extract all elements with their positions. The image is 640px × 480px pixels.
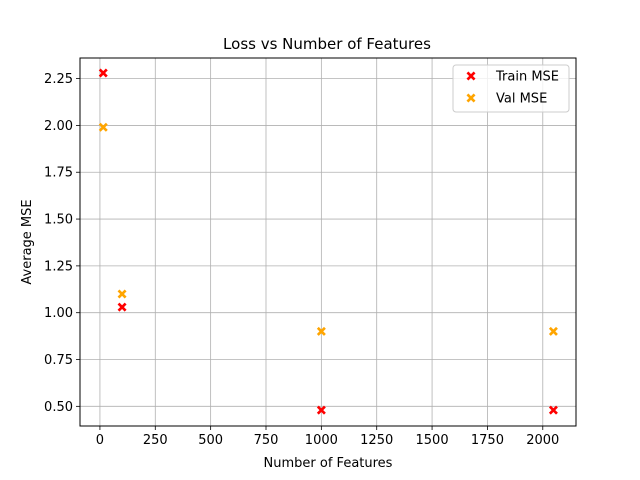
series-val-mse: [98, 122, 558, 336]
data-point: [316, 326, 326, 336]
data-point: [98, 68, 108, 78]
series-train-mse: [98, 68, 558, 415]
data-points: [98, 68, 558, 415]
legend: Train MSE Val MSE: [452, 64, 570, 113]
x-tick-label: 0: [96, 433, 104, 448]
y-axis-ticks: 0.50 0.75 1.00 1.25 1.50 1.75 2.00 2.25: [44, 72, 80, 415]
legend-item: Train MSE: [466, 70, 559, 85]
data-point: [316, 405, 326, 415]
x-axis-title: Number of Features: [264, 456, 393, 471]
y-axis-title: Average MSE: [20, 199, 35, 284]
y-tick-label: 2.25: [44, 72, 73, 87]
grid-lines: [80, 58, 576, 426]
y-tick-label: 0.75: [44, 353, 73, 368]
data-point: [548, 405, 558, 415]
legend-label: Val MSE: [496, 92, 547, 107]
legend-marker: [466, 93, 476, 103]
x-tick-label: 750: [254, 433, 279, 448]
x-tick-label: 1500: [416, 433, 449, 448]
x-tick-label: 250: [143, 433, 168, 448]
x-tick-label: 500: [198, 433, 223, 448]
plot-area-frame: [79, 57, 577, 427]
legend-label: Train MSE: [495, 70, 559, 85]
legend-marker: [466, 71, 476, 81]
x-tick-label: 1250: [360, 433, 393, 448]
x-tick-label: 1000: [305, 433, 338, 448]
y-tick-label: 0.50: [44, 400, 73, 415]
y-tick-label: 1.50: [44, 213, 73, 228]
x-axis-ticks: 0 250 500 750 1000 1250 1500 1750 2000: [96, 426, 559, 448]
y-tick-label: 1.00: [44, 306, 73, 321]
y-tick-label: 1.75: [44, 166, 73, 181]
data-point: [117, 289, 127, 299]
y-tick-label: 1.25: [44, 259, 73, 274]
data-point: [117, 302, 127, 312]
y-tick-label: 2.00: [44, 119, 73, 134]
x-tick-label: 2000: [526, 433, 559, 448]
data-point: [548, 326, 558, 336]
chart-title: Loss vs Number of Features: [223, 35, 431, 53]
data-point: [98, 122, 108, 132]
x-tick-label: 1750: [471, 433, 504, 448]
legend-box: [452, 64, 570, 113]
legend-item: Val MSE: [466, 92, 547, 107]
